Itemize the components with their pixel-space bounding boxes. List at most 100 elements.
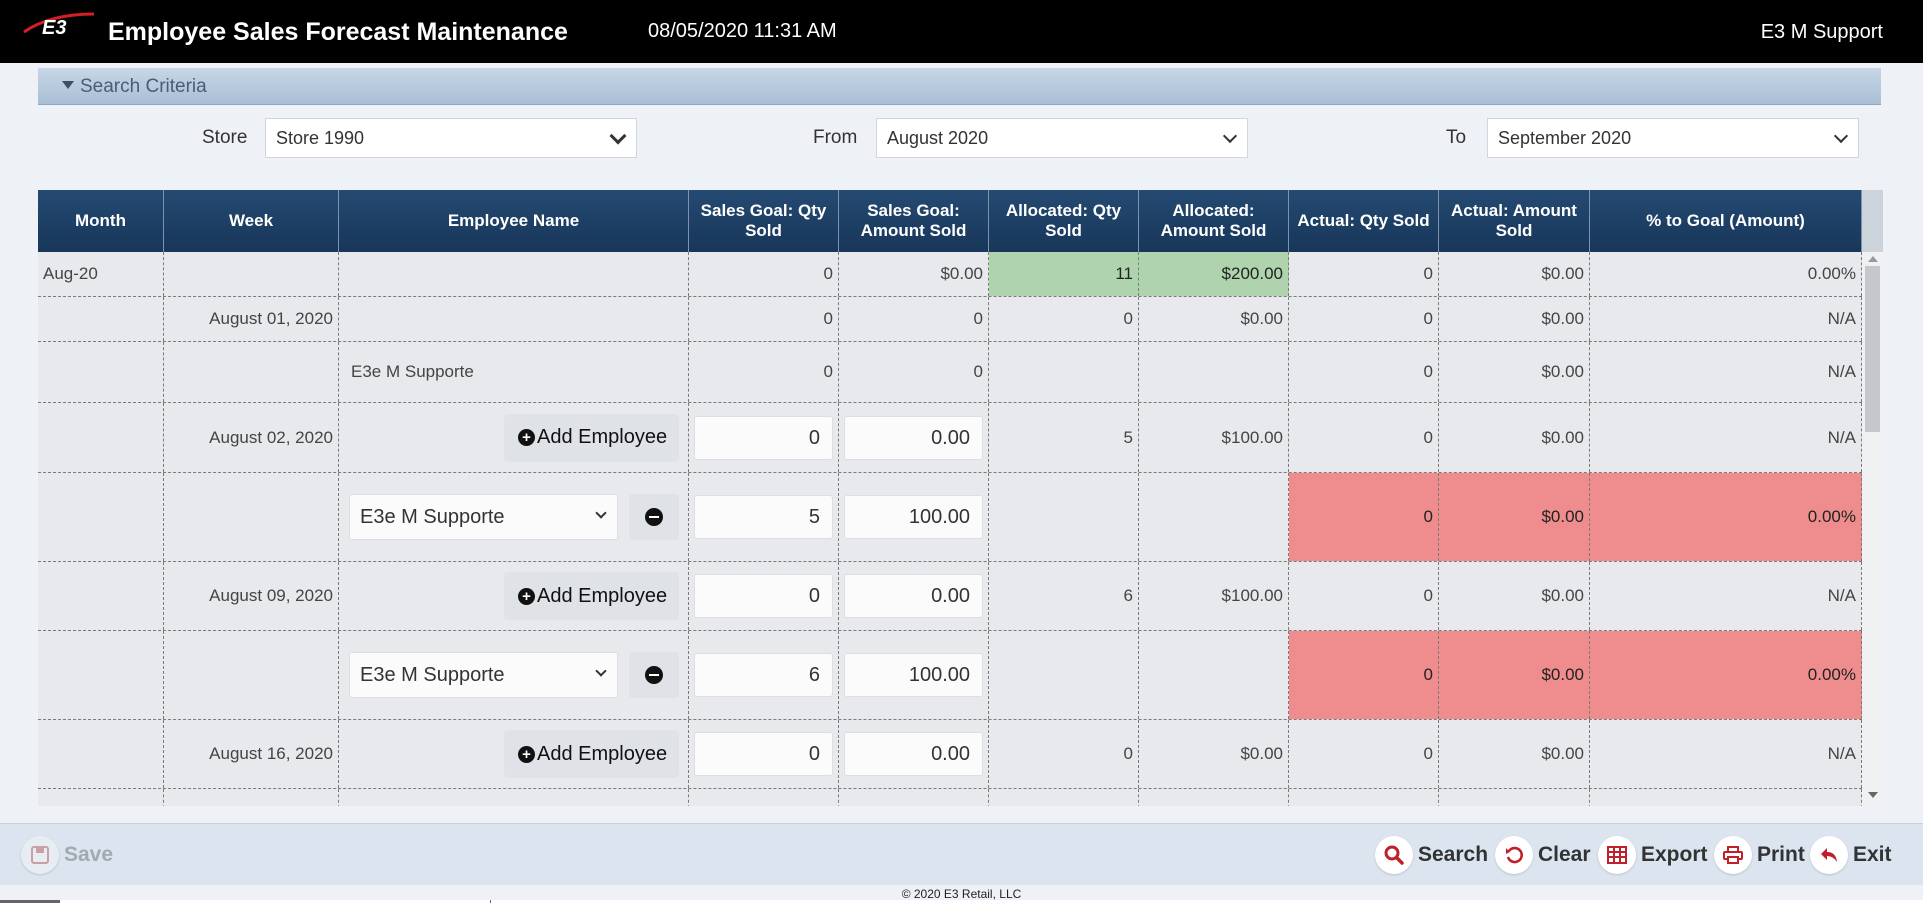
print-button[interactable]: Print — [1714, 836, 1805, 874]
actual-amount-cell: $0.00 — [1439, 562, 1590, 630]
goal-qty-input[interactable]: 5 — [694, 495, 833, 539]
goal-amount-input[interactable]: 100.00 — [844, 653, 983, 697]
goal-qty-input[interactable]: 0 — [694, 574, 833, 618]
table-row-employee: E3e M Supporte 6 100.00 0 $0.00 0.00% — [38, 631, 1862, 720]
to-select-value: September 2020 — [1498, 128, 1631, 148]
goal-qty-cell: 0 — [689, 403, 839, 472]
month-cell — [38, 562, 164, 630]
search-criteria-label: Search Criteria — [80, 76, 207, 98]
table-row-month: Aug-20 0 $0.00 11 $200.00 0 $0.00 0.00% — [38, 252, 1862, 297]
goal-qty-cell — [689, 789, 839, 806]
goal-amount-input[interactable]: 0.00 — [844, 574, 983, 618]
column-header-allocated-amount[interactable]: Allocated: Amount Sold — [1139, 190, 1289, 252]
goal-amount-cell — [839, 789, 989, 806]
allocated-amount-cell — [1139, 789, 1289, 806]
goal-qty-input[interactable]: 0 — [694, 416, 833, 460]
week-cell: August 16, 2020 — [164, 720, 339, 788]
column-header-goal-amount[interactable]: Sales Goal: Amount Sold — [839, 190, 989, 252]
column-header-pct-to-goal[interactable]: % to Goal (Amount) — [1590, 190, 1862, 252]
save-button[interactable]: Save — [21, 836, 113, 874]
plus-circle-icon: + — [518, 429, 535, 446]
month-cell — [38, 473, 164, 561]
column-header-actual-qty[interactable]: Actual: Qty Sold — [1289, 190, 1439, 252]
scroll-corner — [1862, 190, 1883, 252]
allocated-amount-cell: $100.00 — [1139, 562, 1289, 630]
column-header-goal-qty[interactable]: Sales Goal: Qty Sold — [689, 190, 839, 252]
week-cell: August 01, 2020 — [164, 297, 339, 341]
employee-select[interactable]: E3e M Supporte — [349, 494, 618, 540]
minus-circle-icon — [645, 508, 663, 526]
allocated-qty-cell — [989, 473, 1139, 561]
actual-qty-cell — [1289, 789, 1439, 806]
allocated-amount-cell: $200.00 — [1139, 252, 1289, 296]
pct-to-goal-cell: N/A — [1590, 342, 1862, 402]
chevron-down-icon — [610, 128, 627, 145]
scroll-up-arrow-icon[interactable] — [1868, 256, 1878, 262]
goal-qty-cell: 0 — [689, 297, 839, 341]
search-criteria-toggle[interactable]: Search Criteria — [38, 68, 1881, 105]
store-select[interactable]: Store 1990 — [265, 118, 637, 158]
clear-button[interactable]: Clear — [1495, 836, 1591, 874]
employee-select[interactable]: E3e M Supporte — [349, 652, 618, 698]
column-header-employee-name[interactable]: Employee Name — [339, 190, 689, 252]
add-employee-button[interactable]: + Add Employee — [504, 414, 679, 462]
table-row-week: August 01, 2020 0 0 0 $0.00 0 $0.00 N/A — [38, 297, 1862, 342]
goal-amount-cell: $0.00 — [839, 252, 989, 296]
pct-to-goal-cell — [1590, 789, 1862, 806]
week-cell — [164, 473, 339, 561]
actual-qty-cell: 0 — [1289, 403, 1439, 472]
month-cell — [38, 297, 164, 341]
to-select[interactable]: September 2020 — [1487, 118, 1859, 158]
svg-text:E3: E3 — [42, 17, 66, 38]
employee-cell: + Add Employee — [339, 403, 689, 472]
allocated-qty-cell — [989, 342, 1139, 402]
remove-employee-button[interactable] — [629, 652, 679, 698]
copyright-text: © 2020 E3 Retail, LLC — [0, 887, 1923, 901]
allocated-amount-cell: $0.00 — [1139, 297, 1289, 341]
column-header-month[interactable]: Month — [38, 190, 164, 252]
search-label: Search — [1418, 843, 1488, 867]
column-header-allocated-qty[interactable]: Allocated: Qty Sold — [989, 190, 1139, 252]
goal-qty-cell: 0 — [689, 720, 839, 788]
printer-icon — [1714, 836, 1752, 874]
goal-qty-input[interactable]: 6 — [694, 653, 833, 697]
add-employee-button[interactable]: + Add Employee — [504, 730, 679, 778]
goal-qty-cell: 0 — [689, 342, 839, 402]
caret-down-icon — [62, 81, 74, 89]
actual-amount-cell: $0.00 — [1439, 473, 1590, 561]
goal-qty-cell: 6 — [689, 631, 839, 719]
scroll-down-arrow-icon[interactable] — [1868, 792, 1878, 798]
goal-amount-input[interactable]: 0.00 — [844, 732, 983, 776]
pct-to-goal-cell: N/A — [1590, 403, 1862, 472]
pct-to-goal-cell: N/A — [1590, 562, 1862, 630]
from-select[interactable]: August 2020 — [876, 118, 1248, 158]
goal-amount-input[interactable]: 100.00 — [844, 495, 983, 539]
add-employee-button[interactable]: + Add Employee — [504, 572, 679, 620]
column-header-week[interactable]: Week — [164, 190, 339, 252]
user-name[interactable]: E3 M Support — [1761, 21, 1883, 44]
pct-to-goal-cell: 0.00% — [1590, 473, 1862, 561]
current-datetime: 08/05/2020 11:31 AM — [648, 20, 837, 43]
table-row-week: August 16, 2020 + Add Employee 0 0.00 0 … — [38, 720, 1862, 789]
export-button[interactable]: Export — [1598, 836, 1708, 874]
from-label: From — [813, 127, 857, 149]
week-cell: August 02, 2020 — [164, 403, 339, 472]
actual-amount-cell: $0.00 — [1439, 297, 1590, 341]
goal-qty-input[interactable]: 0 — [694, 732, 833, 776]
employee-cell: E3e M Supporte — [339, 342, 689, 402]
actual-qty-cell: 0 — [1289, 342, 1439, 402]
month-cell — [38, 631, 164, 719]
remove-employee-button[interactable] — [629, 494, 679, 540]
allocated-qty-cell — [989, 631, 1139, 719]
reply-arrow-icon — [1810, 836, 1848, 874]
table-row-employee: E3e M Supporte 0 0 0 $0.00 N/A — [38, 342, 1862, 403]
column-header-actual-amount[interactable]: Actual: Amount Sold — [1439, 190, 1590, 252]
scrollbar-thumb[interactable] — [1865, 266, 1880, 432]
actual-amount-cell: $0.00 — [1439, 342, 1590, 402]
exit-button[interactable]: Exit — [1810, 836, 1892, 874]
search-button[interactable]: Search — [1375, 836, 1488, 874]
grid-scrollbar[interactable] — [1862, 252, 1883, 806]
allocated-qty-cell: 11 — [989, 252, 1139, 296]
goal-amount-input[interactable]: 0.00 — [844, 416, 983, 460]
export-label: Export — [1641, 843, 1708, 867]
